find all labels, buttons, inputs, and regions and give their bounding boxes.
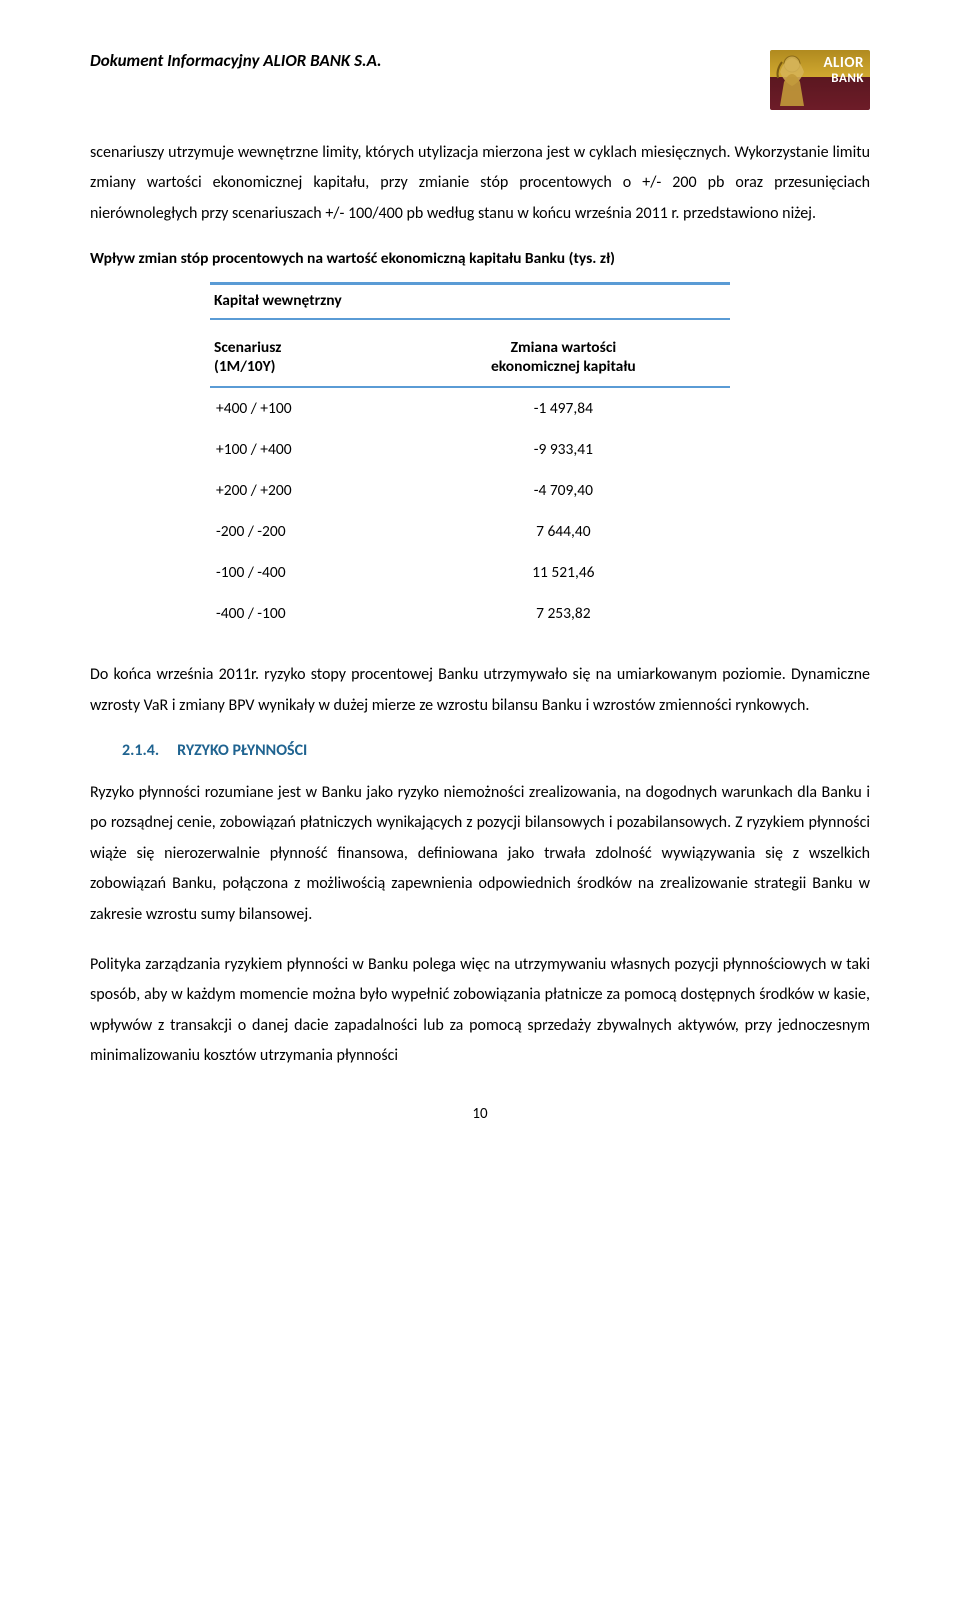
col-scenario-header-line1: Scenariusz <box>214 338 393 357</box>
table-row: -100 / -40011 521,46 <box>210 552 730 593</box>
paragraph-liquidity-policy: Polityka zarządzania ryzykiem płynności … <box>90 950 870 1072</box>
col-scenario-header-line2: (1M/10Y) <box>214 357 393 376</box>
cell-scenario: -200 / -200 <box>210 511 397 552</box>
section-heading: 2.1.4. RYZYKO PŁYNNOŚCI <box>122 741 870 760</box>
table-header-row: Scenariusz (1M/10Y) Zmiana wartości ekon… <box>210 328 730 387</box>
cell-value: 11 521,46 <box>397 552 730 593</box>
rate-impact-table: Kapitał wewnętrzny Scenariusz (1M/10Y) Z… <box>210 282 730 634</box>
col-value-header-line1: Zmiana wartości <box>401 338 726 357</box>
paragraph-intro: scenariuszy utrzymuje wewnętrzne limity,… <box>90 138 870 229</box>
table-row: +200 / +200-4 709,40 <box>210 470 730 511</box>
cell-value: 7 644,40 <box>397 511 730 552</box>
col-scenario-header: Scenariusz (1M/10Y) <box>210 328 397 387</box>
alior-bank-logo: ALIOR BANK <box>770 50 870 110</box>
col-value-header: Zmiana wartości ekonomicznej kapitału <box>397 328 730 387</box>
table-row: -200 / -2007 644,40 <box>210 511 730 552</box>
cell-scenario: +200 / +200 <box>210 470 397 511</box>
page-number: 10 <box>90 1105 870 1123</box>
table-row: +100 / +400-9 933,41 <box>210 429 730 470</box>
logo-text-alior: ALIOR <box>823 54 864 72</box>
table-row: +400 / +100-1 497,84 <box>210 387 730 429</box>
table-inner-caption: Kapitał wewnętrzny <box>210 284 730 320</box>
cell-value: -9 933,41 <box>397 429 730 470</box>
col-value-header-line2: ekonomicznej kapitału <box>401 357 726 376</box>
cell-scenario: +400 / +100 <box>210 387 397 429</box>
page-header: Dokument Informacyjny ALIOR BANK S.A. AL… <box>90 50 870 110</box>
cell-value: -1 497,84 <box>397 387 730 429</box>
cell-scenario: -400 / -100 <box>210 593 397 634</box>
logo-figure-icon <box>774 52 814 108</box>
table-caption: Wpływ zmian stóp procentowych na wartość… <box>90 249 870 268</box>
cell-scenario: -100 / -400 <box>210 552 397 593</box>
paragraph-liquidity-def: Ryzyko płynności rozumiane jest w Banku … <box>90 778 870 930</box>
cell-value: -4 709,40 <box>397 470 730 511</box>
document-title: Dokument Informacyjny ALIOR BANK S.A. <box>90 50 382 71</box>
cell-scenario: +100 / +400 <box>210 429 397 470</box>
table-inner-caption-row: Kapitał wewnętrzny <box>210 284 730 320</box>
paragraph-summary: Do końca września 2011r. ryzyko stopy pr… <box>90 660 870 721</box>
table-row: -400 / -1007 253,82 <box>210 593 730 634</box>
section-title: RYZYKO PŁYNNOŚCI <box>177 741 307 760</box>
cell-value: 7 253,82 <box>397 593 730 634</box>
logo-text-bank: BANK <box>823 72 864 86</box>
section-number: 2.1.4. <box>122 741 159 760</box>
